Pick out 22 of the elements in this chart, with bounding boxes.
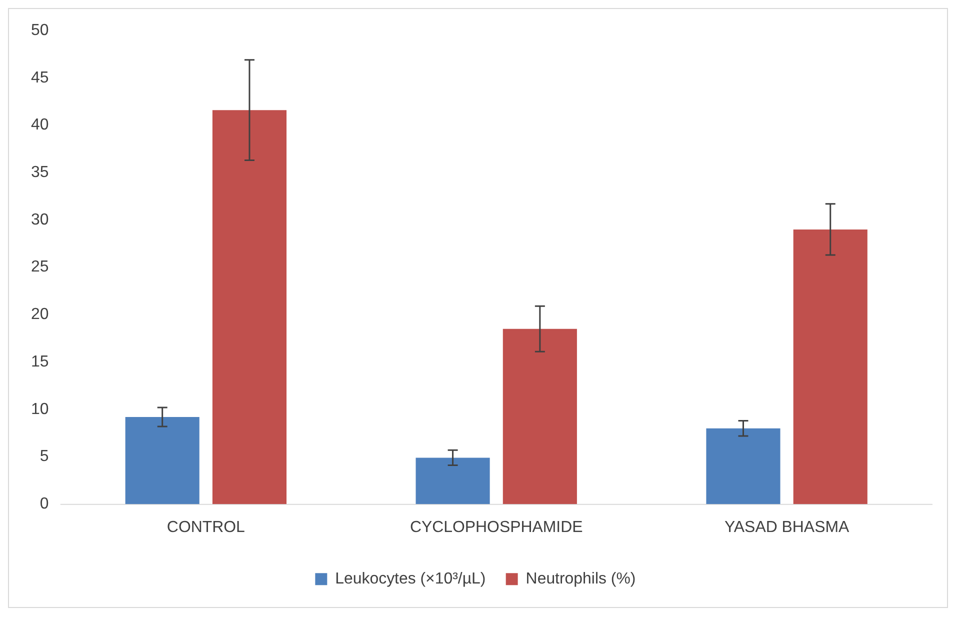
x-tick-label: CONTROL <box>166 519 246 536</box>
bar <box>706 428 780 504</box>
bar <box>212 110 287 504</box>
x-tick-label: CYCLOPHOSPHAMIDE <box>410 519 583 536</box>
legend-label: Leukocytes (×10³/µL) <box>335 570 486 588</box>
y-tick-label: 50 <box>30 22 49 39</box>
x-tick-label: YASAD BHASMA <box>724 519 850 536</box>
y-tick-label: 30 <box>30 211 49 228</box>
y-tick-label: 15 <box>30 353 49 370</box>
bar <box>793 229 868 504</box>
y-tick-label: 45 <box>30 69 49 86</box>
bar <box>416 458 490 504</box>
bar <box>125 417 200 504</box>
y-tick-label: 5 <box>40 448 49 466</box>
legend-label: Neutrophils (%) <box>526 570 636 588</box>
y-tick-label: 20 <box>30 306 49 324</box>
y-tick-label: 40 <box>30 116 49 134</box>
bar <box>502 328 577 504</box>
y-tick-label: 35 <box>30 164 49 181</box>
y-tick-label: 25 <box>30 258 49 276</box>
y-tick-label: 10 <box>30 400 49 418</box>
y-tick-label: 0 <box>40 496 49 513</box>
